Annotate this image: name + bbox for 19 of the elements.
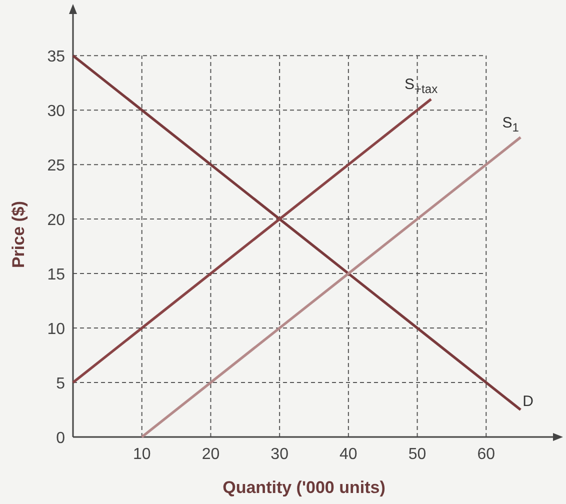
x-tick-label: 50 — [408, 446, 426, 463]
y-tick-label: 5 — [56, 376, 66, 393]
y-tick-label: 30 — [47, 103, 66, 120]
series-label: S$_{+tax}$ — [404, 76, 438, 96]
series-label: S$_{1}$ — [502, 114, 520, 134]
y-tick-label: 15 — [47, 266, 66, 284]
y-tick-label: 35 — [47, 48, 66, 66]
y-axis-title: Price ($) — [9, 200, 28, 268]
x-tick-label: 10 — [132, 446, 151, 463]
x-tick-label: 30 — [270, 446, 289, 463]
x-tick-label: 20 — [202, 446, 220, 463]
y-tick-label: 0 — [56, 430, 66, 447]
x-axis-title: Quantity ('000 units) — [222, 478, 386, 497]
x-tick-label: 60 — [477, 446, 496, 463]
y-tick-label: 20 — [47, 212, 66, 230]
y-tick-label: 10 — [47, 321, 66, 338]
y-tick-label: 25 — [47, 158, 66, 175]
x-tick-label: 40 — [340, 446, 358, 463]
series-label: D — [522, 392, 534, 410]
